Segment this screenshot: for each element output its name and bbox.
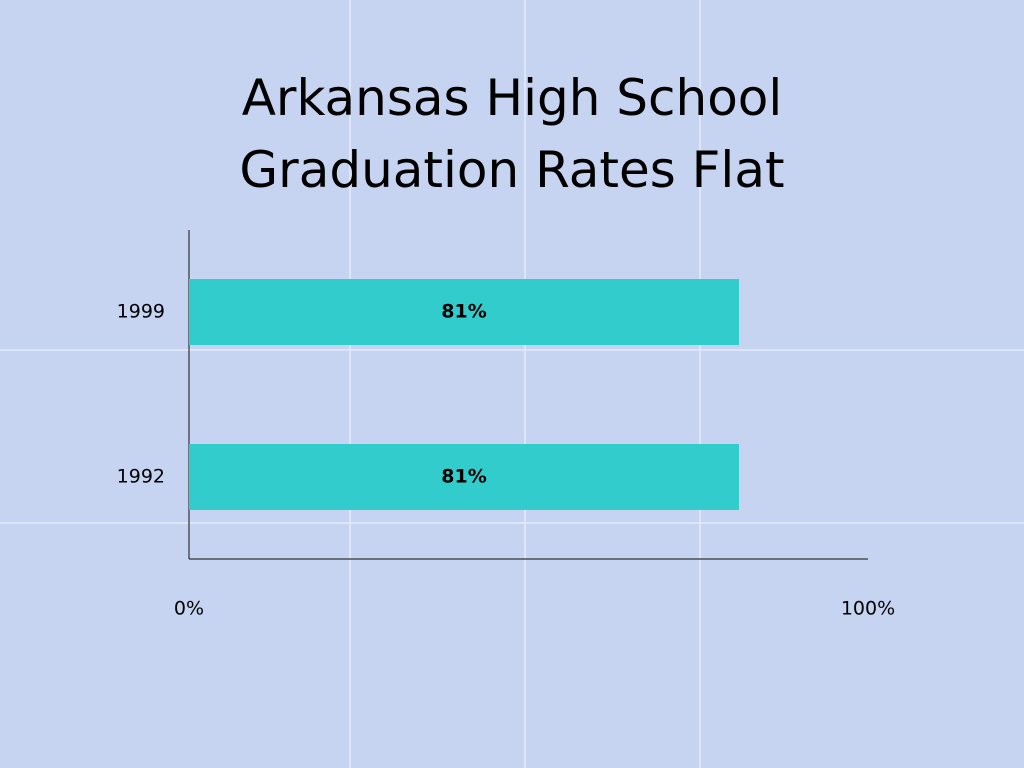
- bar: [189, 279, 739, 345]
- x-tick-label: 100%: [841, 598, 895, 620]
- y-tick-label: 1992: [117, 466, 165, 488]
- x-tick-label: 0%: [174, 598, 204, 620]
- y-tick-label: 1999: [117, 301, 165, 323]
- data-label: 81%: [441, 466, 486, 488]
- data-label: 81%: [441, 301, 486, 323]
- bar: [189, 444, 739, 510]
- chart-title: Arkansas High School Graduation Rates Fl…: [239, 69, 785, 199]
